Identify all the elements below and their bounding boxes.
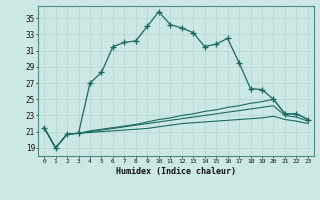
X-axis label: Humidex (Indice chaleur): Humidex (Indice chaleur) (116, 167, 236, 176)
